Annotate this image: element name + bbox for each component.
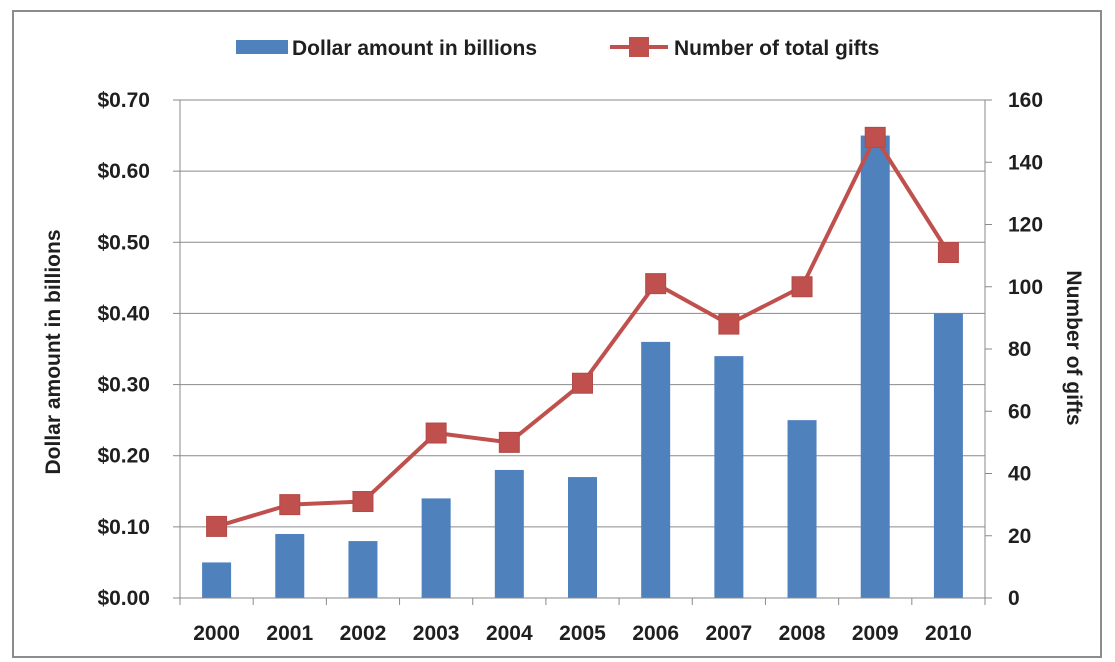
left-tick-label: $0.10 — [97, 516, 150, 539]
bar — [933, 313, 963, 598]
right-axis-ticks: 0 20 40 60 80 100 120 140 160 — [1008, 89, 1043, 610]
legend-bar-swatch — [236, 40, 288, 54]
bar — [641, 341, 671, 598]
axes — [173, 99, 992, 605]
right-tick-label: 0 — [1008, 587, 1020, 610]
right-tick-label: 100 — [1008, 276, 1043, 299]
left-axis-ticks: $0.00 $0.10 $0.20 $0.30 $0.40 $0.50 $0.60 $0.70 — [97, 89, 150, 610]
series-line — [216, 135, 951, 529]
line-marker — [645, 273, 667, 295]
right-tick-label: 80 — [1008, 338, 1031, 361]
right-tick-label: 20 — [1008, 525, 1031, 548]
right-tick-label: 160 — [1008, 89, 1043, 112]
bar — [568, 477, 597, 598]
left-tick-label: $0.00 — [97, 587, 150, 610]
chart-frame — [12, 10, 1102, 658]
x-tick-label: 2002 — [340, 622, 387, 645]
line-marker — [425, 422, 447, 444]
x-tick-label: 2009 — [852, 622, 899, 645]
line-marker — [864, 126, 886, 148]
bar — [421, 498, 451, 598]
line-marker — [498, 431, 520, 453]
x-tick-label: 2003 — [413, 622, 460, 645]
left-tick-label: $0.60 — [97, 160, 150, 183]
x-tick-label: 2008 — [779, 622, 826, 645]
line-marker — [937, 242, 959, 264]
legend: Dollar amount in billions Number of tota… — [236, 37, 879, 60]
left-tick-label: $0.20 — [97, 445, 150, 468]
bar — [202, 562, 232, 598]
x-tick-label: 2004 — [486, 622, 533, 645]
x-tick-label: 2006 — [632, 622, 679, 645]
left-tick-label: $0.50 — [97, 231, 150, 254]
bar — [714, 356, 744, 598]
x-tick-label: 2007 — [706, 622, 753, 645]
legend-line-label: Number of total gifts — [674, 37, 879, 60]
right-axis-title: Number of gifts — [1062, 270, 1085, 425]
right-tick-label: 140 — [1008, 151, 1043, 174]
right-tick-label: 60 — [1008, 400, 1031, 423]
line-marker — [352, 491, 374, 513]
line-marker — [791, 276, 813, 298]
left-tick-label: $0.70 — [97, 89, 150, 112]
right-tick-label: 40 — [1008, 463, 1031, 486]
line-marker — [279, 494, 301, 516]
x-tick-label: 2010 — [925, 622, 972, 645]
x-tick-label: 2000 — [193, 622, 240, 645]
bar — [275, 533, 305, 598]
x-axis-ticks: 2000 2001 2002 2003 2004 2005 2006 2007 2008 2009… — [193, 622, 972, 645]
gridlines — [180, 99, 985, 528]
bar — [494, 469, 524, 598]
bar — [787, 420, 817, 598]
left-tick-label: $0.40 — [97, 302, 150, 325]
legend-line-marker — [629, 37, 649, 57]
x-tick-label: 2005 — [559, 622, 606, 645]
left-axis-title: Dollar amount in billions — [42, 229, 65, 474]
line-marker — [206, 515, 228, 537]
legend-bar-label: Dollar amount in billions — [292, 37, 537, 60]
x-tick-label: 2001 — [266, 622, 313, 645]
bar — [348, 541, 378, 598]
left-tick-label: $0.30 — [97, 374, 150, 397]
bar — [860, 135, 890, 599]
line-marker — [718, 313, 740, 335]
bar-series — [202, 135, 963, 599]
line-series — [206, 126, 959, 537]
line-marker — [572, 372, 593, 394]
right-tick-label: 120 — [1008, 214, 1043, 237]
